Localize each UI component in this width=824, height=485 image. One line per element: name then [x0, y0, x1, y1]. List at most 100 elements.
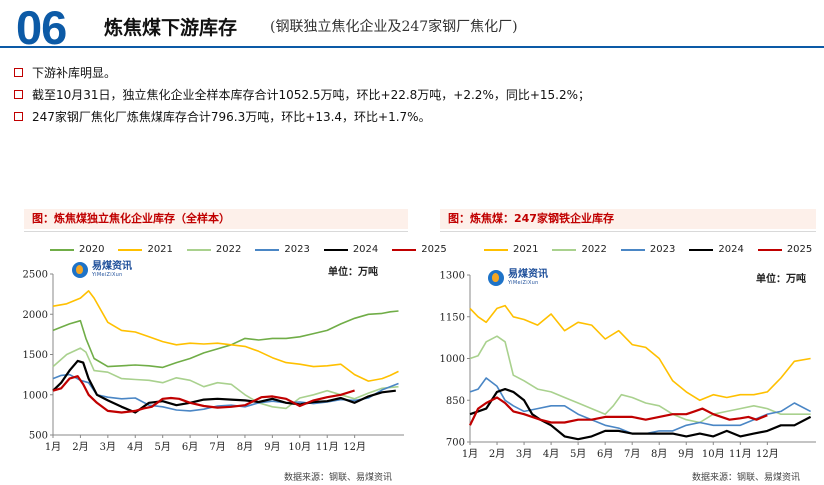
logo-subname: YiMeiZiXun: [92, 272, 123, 278]
y-tick-label: 1500: [23, 350, 48, 361]
legend-label: 2024: [718, 244, 744, 255]
chart1-logo: 易煤资讯 YiMeiZiXun: [72, 262, 132, 278]
series-line-2025: [52, 375, 355, 414]
y-tick-label: 700: [446, 438, 465, 449]
x-tick-label: 5月: [155, 441, 171, 453]
x-tick-label: 11月: [316, 441, 339, 453]
bullet-1: 下游补库明显。: [14, 64, 116, 81]
bullet-square-icon: [14, 112, 23, 121]
legend-swatch: [255, 248, 280, 251]
legend-swatch: [118, 248, 143, 251]
legend-swatch: [484, 248, 508, 251]
logo-icon: [488, 270, 504, 286]
chart2-title: 图：炼焦煤：247家钢铁企业库存: [440, 209, 816, 229]
logo-subname: YiMeiZiXun: [508, 280, 539, 286]
chart2-divider: [440, 231, 816, 232]
legend-swatch: [50, 248, 74, 251]
series-line-2022: [469, 335, 811, 424]
legend-label: 2020: [79, 244, 105, 255]
series-line-2021: [52, 290, 399, 382]
bullet-text: 下游补库明显。: [32, 66, 117, 80]
legend-label: 2022: [215, 244, 242, 255]
header-rule: [0, 46, 824, 48]
logo-name: 易煤资讯: [508, 269, 548, 280]
legend-item-2025: 2025: [392, 244, 447, 255]
x-tick-label: 6月: [182, 441, 198, 453]
legend-item-2022: 2022: [186, 244, 242, 255]
legend-swatch: [392, 248, 417, 251]
x-tick-label: 3月: [100, 441, 116, 453]
x-tick-label: 12月: [756, 448, 779, 460]
legend-item-2022: 2022: [552, 244, 607, 255]
page-subtitle: (钢联独立焦化企业及247家钢厂焦化厂): [270, 19, 518, 35]
chart1-divider: [24, 231, 408, 232]
legend-label: 2025: [421, 244, 447, 255]
legend-label: 2023: [649, 244, 676, 255]
chart2-legend: 2021 2022 2023 2024 2025: [484, 244, 824, 255]
x-tick-label: 3月: [516, 448, 532, 460]
x-tick-label: 4月: [127, 441, 143, 453]
y-tick-label: 2000: [23, 310, 48, 321]
bullet-text: 截至10月31日，独立焦化企业全样本库存合计1052.5万吨，环比+22.8万吨…: [32, 88, 591, 102]
x-tick-label: 9月: [264, 441, 280, 453]
y-tick-label: 2500: [23, 270, 48, 281]
bullet-3: 247家钢厂焦化厂炼焦煤库存合计796.3万吨，环比+13.4，环比+1.7%。: [14, 108, 431, 125]
legend-item-2020: 2020: [50, 244, 104, 255]
x-tick-label: 7月: [624, 448, 640, 460]
logo-name: 易煤资讯: [92, 261, 132, 272]
series-line-2022: [52, 347, 399, 410]
series-line-2020: [52, 310, 399, 369]
legend-item-2024: 2024: [689, 244, 744, 255]
legend-label: 2021: [513, 244, 539, 255]
chart2-source: 数据来源：钢联、易煤资讯: [692, 473, 801, 483]
legend-swatch: [186, 248, 211, 251]
series-line-2021: [469, 304, 811, 402]
legend-swatch: [620, 248, 645, 251]
legend-swatch: [323, 248, 348, 251]
x-tick-label: 1月: [462, 448, 478, 460]
legend-label: 2021: [147, 244, 173, 255]
x-tick-label: 7月: [209, 441, 225, 453]
page-title: 炼焦煤下游库存: [104, 17, 238, 39]
section-number: 06: [16, 1, 67, 54]
series-line-2023: [469, 377, 811, 435]
x-tick-label: 5月: [570, 448, 586, 460]
x-tick-label: 10月: [288, 441, 311, 453]
x-tick-label: 4月: [543, 448, 559, 460]
bullet-square-icon: [14, 90, 23, 99]
x-tick-label: 2月: [489, 448, 505, 460]
bullet-text: 247家钢厂焦化厂炼焦煤库存合计796.3万吨，环比+13.4，环比+1.7%。: [32, 110, 431, 124]
x-tick-label: 6月: [597, 448, 613, 460]
legend-label: 2022: [581, 244, 607, 255]
x-tick-label: 11月: [729, 448, 752, 460]
legend-swatch: [552, 248, 577, 251]
y-tick-label: 1000: [23, 390, 48, 401]
y-tick-label: 1000: [440, 354, 465, 365]
x-tick-label: 12月: [343, 441, 366, 453]
x-tick-label: 2月: [72, 441, 88, 453]
x-tick-label: 10月: [702, 448, 725, 460]
legend-item-2021: 2021: [484, 244, 538, 255]
legend-item-2023: 2023: [620, 244, 676, 255]
y-tick-label: 500: [29, 431, 48, 442]
x-tick-label: 8月: [651, 448, 667, 460]
legend-label: 2024: [352, 244, 379, 255]
x-tick-label: 1月: [45, 441, 61, 453]
x-tick-label: 9月: [678, 448, 694, 460]
series-line-2024: [469, 388, 812, 441]
bullet-2: 截至10月31日，独立焦化企业全样本库存合计1052.5万吨，环比+22.8万吨…: [14, 86, 590, 103]
x-tick-label: 8月: [237, 441, 253, 453]
bullet-square-icon: [14, 68, 23, 77]
series-line-2024: [52, 359, 396, 414]
series-line-2025: [469, 396, 768, 426]
y-tick-label: 850: [446, 396, 465, 407]
legend-item-2021: 2021: [118, 244, 173, 255]
chart1-source: 数据来源：钢联、易煤资讯: [284, 473, 393, 483]
legend-item-2025: 2025: [757, 244, 812, 255]
y-tick-label: 1150: [440, 312, 465, 323]
legend-label: 2023: [284, 244, 310, 255]
chart2-logo: 易煤资讯 YiMeiZiXun: [488, 270, 548, 286]
chart1-unit: 单位：万吨: [328, 267, 378, 278]
legend-item-2024: 2024: [323, 244, 379, 255]
